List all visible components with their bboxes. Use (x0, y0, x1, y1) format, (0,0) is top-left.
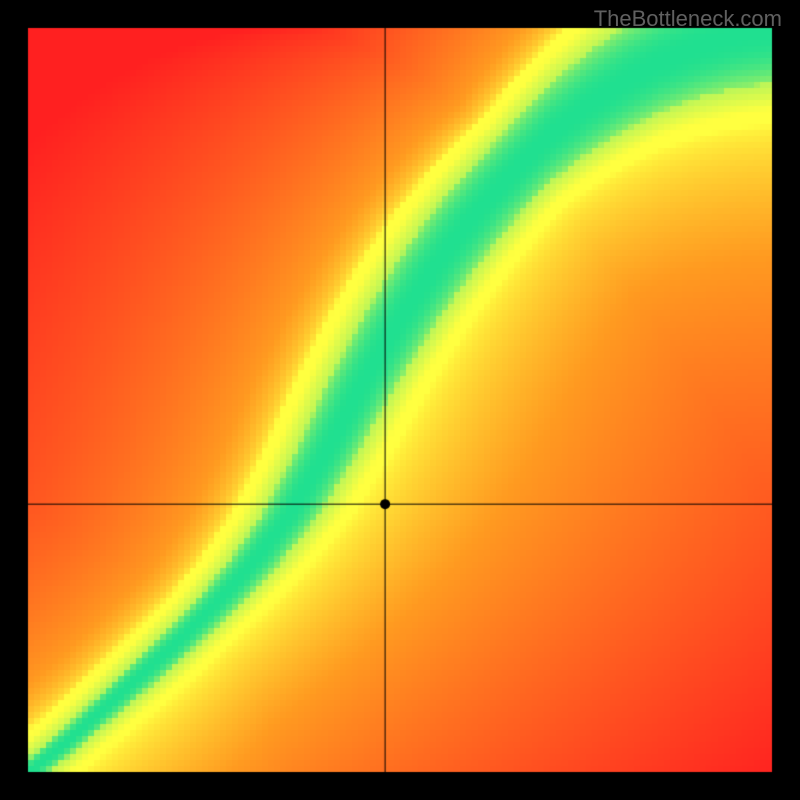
chart-container: TheBottleneck.com (0, 0, 800, 800)
watermark-text: TheBottleneck.com (594, 6, 782, 32)
bottleneck-heatmap (0, 0, 800, 800)
